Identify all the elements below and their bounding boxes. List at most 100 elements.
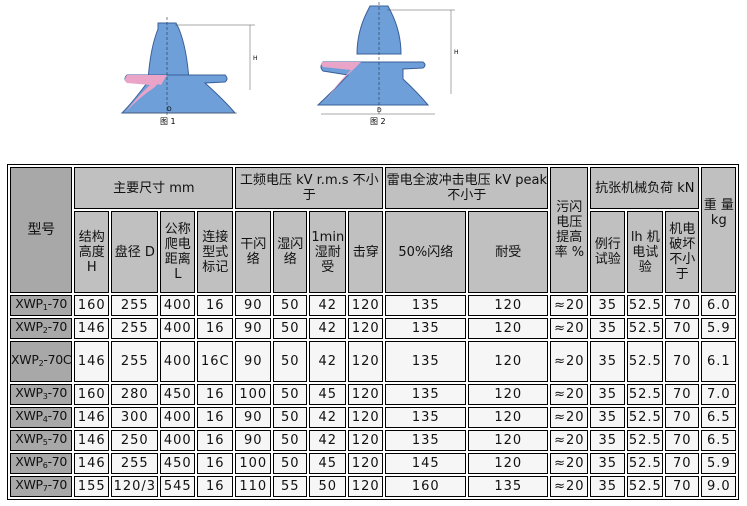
value-cell: 35: [590, 295, 626, 316]
value-cell: 16: [197, 384, 234, 405]
value-cell: 135: [385, 407, 467, 428]
value-cell: 70: [665, 476, 700, 497]
h-label: H: [454, 49, 459, 56]
value-cell: 50: [273, 407, 308, 428]
value-cell: ≈20: [550, 318, 589, 339]
value-cell: 5.9: [701, 318, 737, 339]
table-row: XWP2-70C 146 255 400 16C 90 50 42 120 135 120 ≈20 35…: [10, 341, 737, 382]
header-dry: 干闪络: [235, 211, 272, 293]
value-cell: 110: [235, 476, 272, 497]
value-cell: 250: [111, 430, 159, 451]
value-cell: 120: [468, 384, 549, 405]
value-cell: 35: [590, 384, 626, 405]
insulator-spec-table: 型号 主要尺寸 mm 工频电压 kV r.m.s 不小于 雷电全波冲击电压 kV…: [7, 164, 740, 500]
value-cell: 35: [590, 453, 626, 474]
value-cell: 146: [74, 341, 110, 382]
table-row: XWP4-70 146 300 400 16 90 50 42 120 135 120 ≈20 35 52…: [10, 407, 737, 428]
value-cell: 70: [665, 318, 700, 339]
header-model: 型号: [10, 167, 73, 293]
header-weight: 重 量 kg: [701, 167, 737, 293]
value-cell: ≈20: [550, 430, 589, 451]
value-cell: 50: [309, 476, 347, 497]
model-cell: XWP2-70: [10, 318, 73, 339]
value-cell: 42: [309, 430, 347, 451]
value-cell: 545: [160, 476, 196, 497]
value-cell: 160: [74, 384, 110, 405]
value-cell: 120: [468, 407, 549, 428]
value-cell: 400: [160, 318, 196, 339]
value-cell: 135: [468, 476, 549, 497]
header-1min: 1min湿耐受: [309, 211, 347, 293]
header-routine: 例行试验: [590, 211, 626, 293]
value-cell: 70: [665, 384, 700, 405]
value-cell: 50: [273, 430, 308, 451]
value-cell: 135: [385, 318, 467, 339]
value-cell: 52.5: [627, 476, 664, 497]
header-h: 结构高度H: [74, 211, 110, 293]
value-cell: 100: [235, 384, 272, 405]
value-cell: 90: [235, 295, 272, 316]
value-cell: 35: [590, 318, 626, 339]
value-cell: ≈20: [550, 407, 589, 428]
value-cell: 120: [348, 384, 384, 405]
value-cell: 42: [309, 318, 347, 339]
value-cell: 146: [74, 318, 110, 339]
value-cell: 7.0: [701, 384, 737, 405]
header-lightning: 雷电全波冲击电压 kV peak 不小于: [385, 167, 549, 209]
value-cell: 146: [74, 407, 110, 428]
model-cell: XWP6-70: [10, 453, 73, 474]
value-cell: 135: [385, 384, 467, 405]
value-cell: 70: [665, 430, 700, 451]
value-cell: 135: [385, 341, 467, 382]
table-row: XWP1-70 160 255 400 16 90 50 42 120 135 120 ≈20 35 52…: [10, 295, 737, 316]
value-cell: 16C: [197, 341, 234, 382]
value-cell: ≈20: [550, 341, 589, 382]
value-cell: 120: [468, 318, 549, 339]
value-cell: 255: [111, 295, 159, 316]
value-cell: 120: [348, 430, 384, 451]
model-cell: XWP3-70: [10, 384, 73, 405]
table-row: XWP6-70 146 255 450 16 100 50 45 120 145 120 ≈20 35 5…: [10, 453, 737, 474]
value-cell: 6.1: [701, 341, 737, 382]
value-cell: 16: [197, 453, 234, 474]
header-mech: 抗张机械负荷 kN: [590, 167, 700, 209]
value-cell: 6.5: [701, 430, 737, 451]
value-cell: 5.9: [701, 453, 737, 474]
figure-caption: 图 2: [370, 117, 386, 126]
value-cell: 52.5: [627, 295, 664, 316]
value-cell: 120: [348, 318, 384, 339]
value-cell: ≈20: [550, 476, 589, 497]
value-cell: 160: [385, 476, 467, 497]
value-cell: 145: [385, 453, 467, 474]
d-label: D: [377, 107, 382, 114]
value-cell: 6.0: [701, 295, 737, 316]
value-cell: 120: [348, 295, 384, 316]
value-cell: 70: [665, 341, 700, 382]
value-cell: 400: [160, 295, 196, 316]
value-cell: 146: [74, 430, 110, 451]
value-cell: 50: [273, 341, 308, 382]
model-cell: XWP4-70: [10, 407, 73, 428]
value-cell: 280: [111, 384, 159, 405]
header-pf: 工频电压 kV r.m.s 不小于: [235, 167, 384, 209]
value-cell: 16: [197, 318, 234, 339]
value-cell: 52.5: [627, 430, 664, 451]
header-d: 盘径 D: [111, 211, 159, 293]
value-cell: 120: [468, 453, 549, 474]
value-cell: 450: [160, 384, 196, 405]
value-cell: 160: [74, 295, 110, 316]
value-cell: 52.5: [627, 453, 664, 474]
value-cell: 45: [309, 384, 347, 405]
header-wet: 湿闪络: [273, 211, 308, 293]
header-l: 公称爬电距离L: [160, 211, 196, 293]
header-withstand: 耐受: [468, 211, 549, 293]
value-cell: 120: [348, 341, 384, 382]
header-flash50: 50%闪络: [385, 211, 467, 293]
value-cell: ≈20: [550, 295, 589, 316]
value-cell: 135: [385, 295, 467, 316]
value-cell: 70: [665, 295, 700, 316]
table-row: XWP7-70 155 120/3 545 16 110 55 50 120 160 135 ≈20 3…: [10, 476, 737, 497]
value-cell: 135: [385, 430, 467, 451]
value-cell: 120: [348, 407, 384, 428]
value-cell: 52.5: [627, 384, 664, 405]
